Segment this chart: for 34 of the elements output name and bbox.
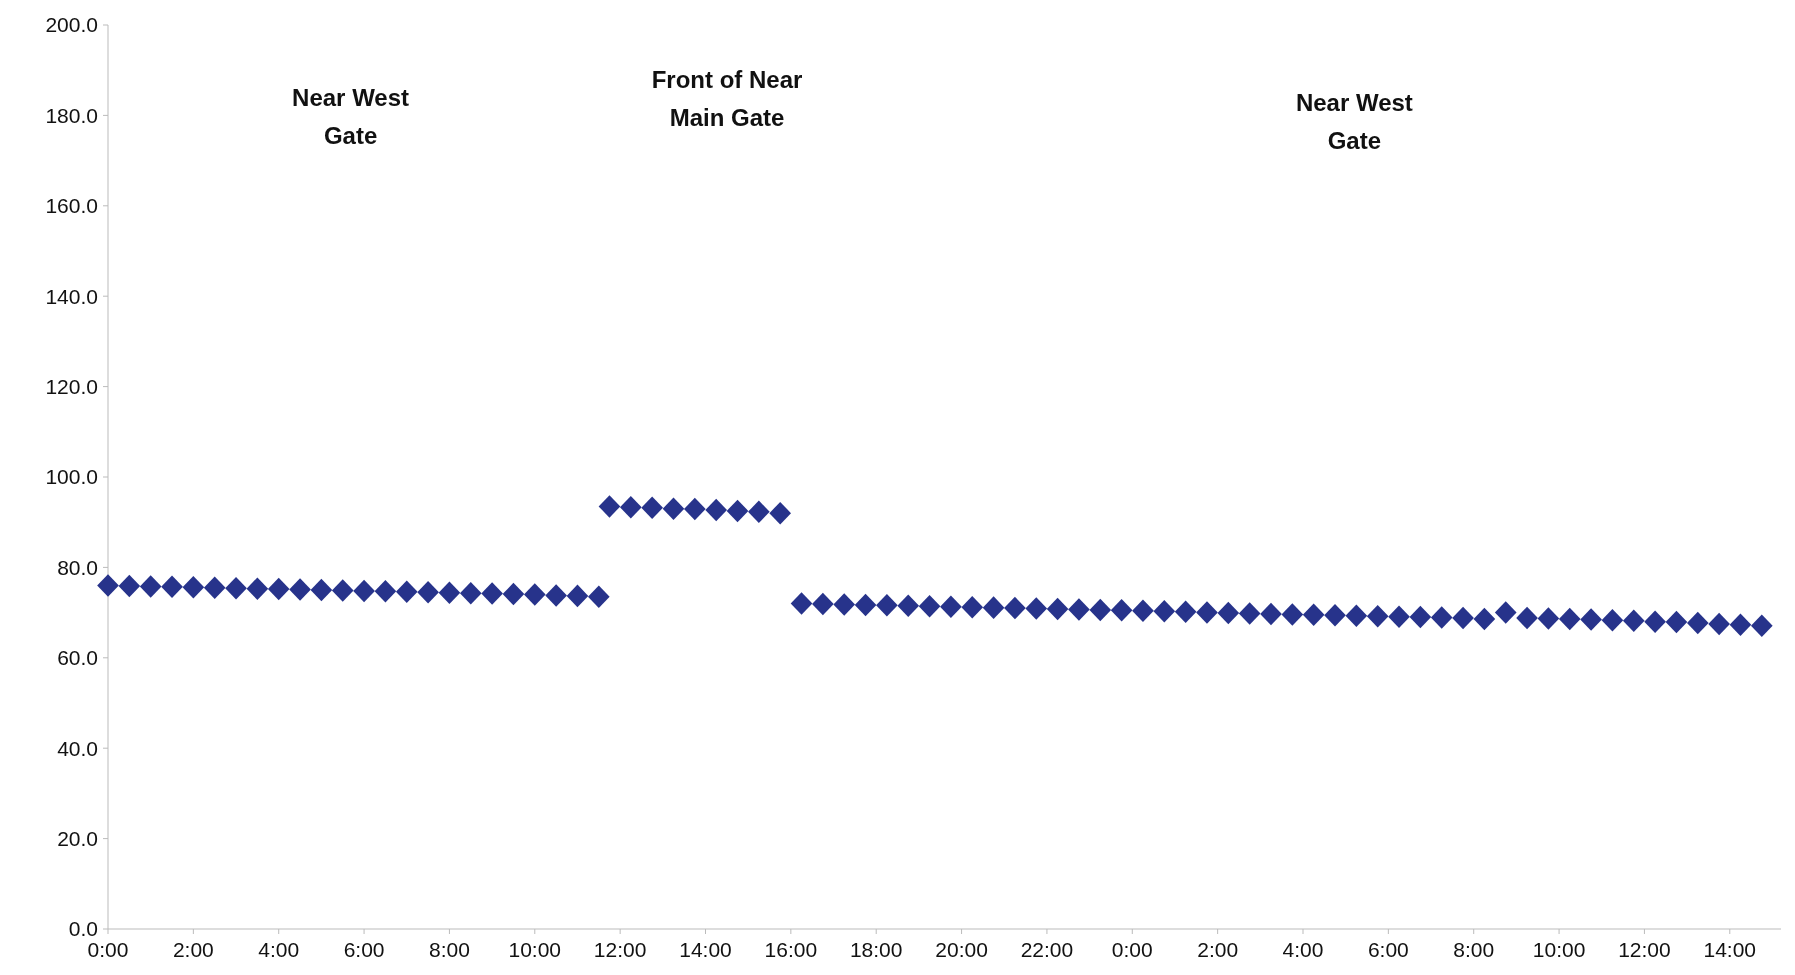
x-tick-label: 6:00 [1367,938,1409,961]
x-tick-label: 12:00 [593,938,647,961]
annotation: Front of Near Main Gate [651,66,803,132]
x-tick-label: 10:00 [508,938,562,961]
x-tick-label: 2:00 [1197,938,1239,961]
y-tick-label: 80.0 [57,555,98,579]
y-tick-label: 40.0 [57,736,98,760]
x-tick-label: 4:00 [1282,938,1324,961]
annotation: Near West Gate [1295,88,1413,154]
x-tick-label: 16:00 [764,938,818,961]
y-tick-label: 60.0 [57,646,98,670]
y-tick-label: 180.0 [45,103,98,127]
x-tick-label: 14:00 [679,938,732,961]
y-tick-label: 120.0 [45,374,98,398]
annotation: Near West Gate [292,84,410,150]
y-tick-label: 0.0 [68,917,98,941]
x-tick-label: 10:00 [1532,938,1586,961]
x-tick-label: 4:00 [258,938,300,961]
x-tick-label: 18:00 [849,938,903,961]
x-tick-label: 2:00 [172,938,214,961]
y-tick-label: 20.0 [57,826,98,850]
y-tick-label: 140.0 [45,284,98,308]
x-tick-label: 12:00 [1618,938,1671,961]
x-tick-label: 14:00 [1703,938,1757,961]
x-tick-label: 6:00 [343,938,385,961]
y-tick-label: 100.0 [45,465,98,489]
x-tick-label: 20:00 [935,938,988,961]
x-tick-label: 0:00 [87,938,129,961]
y-tick-label: 160.0 [45,194,98,218]
x-tick-label: 22:00 [1020,938,1074,961]
x-tick-label: 8:00 [1453,938,1495,961]
x-tick-label: 8:00 [428,938,470,961]
x-tick-label: 0:00 [1111,938,1153,961]
y-tick-label: 200.0 [45,13,98,37]
